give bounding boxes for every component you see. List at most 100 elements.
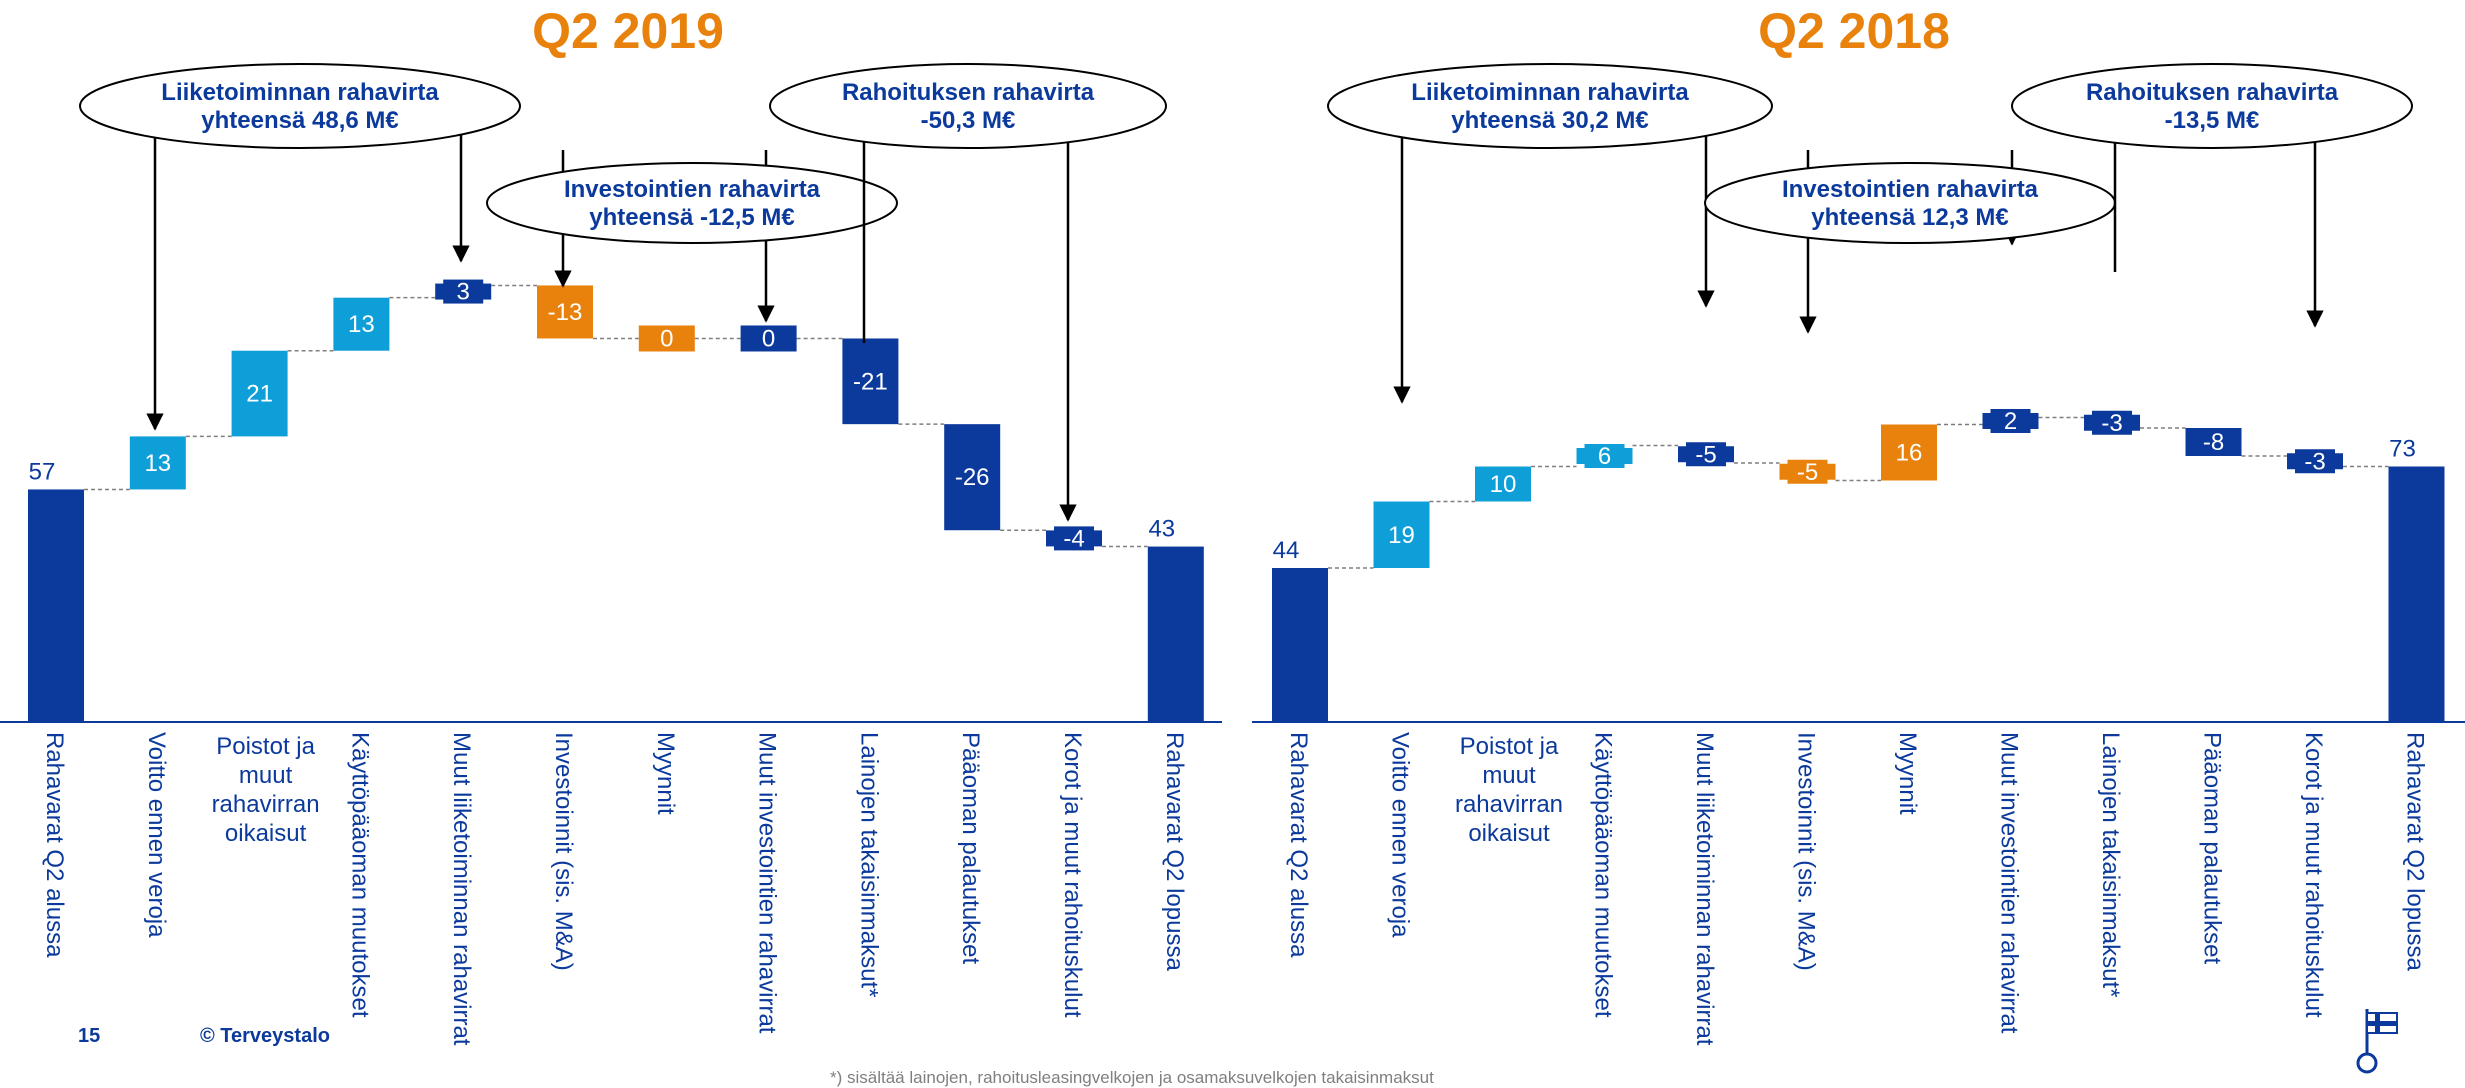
chart-title: Q2 2018 [1758, 3, 1950, 59]
callout-value: -50,3 M€ [921, 107, 1016, 134]
callout-title: Rahoituksen rahavirta [2086, 79, 2339, 106]
category-label: rahavirran [1455, 791, 1563, 818]
waterfall-bar-cap [1054, 526, 1094, 551]
data-label: 21 [246, 381, 273, 408]
category-label: Käyttöpääoman muutokset [346, 732, 373, 1018]
data-label: 16 [1896, 440, 1923, 467]
waterfall-bar [537, 285, 593, 339]
category-label: Lainojen takaisinmaksut* [2097, 732, 2124, 998]
waterfall-bar [2185, 428, 2242, 456]
waterfall-bar [2388, 466, 2445, 722]
callout-value: yhteensä 48,6 M€ [201, 107, 398, 134]
callout-title: Investointien rahavirta [564, 176, 821, 203]
category-label: Myynnit [652, 732, 679, 815]
category-label: Investoinnit (sis. M&A) [1793, 732, 1820, 971]
data-label: 44 [1273, 537, 1300, 564]
callout-ellipse [1327, 63, 1773, 149]
callout-title: Liiketoiminnan rahavirta [1411, 79, 1689, 106]
data-label: -5 [1695, 441, 1716, 468]
data-label: -13 [548, 299, 583, 326]
callout-ellipse [1704, 162, 2116, 244]
category-label: Korot ja muut rahoituskulut [2300, 732, 2327, 1018]
category-label: Muut liiketoiminnan rahavirrat [448, 732, 475, 1046]
data-label: 73 [2389, 436, 2416, 463]
page-number: 15 [78, 1025, 101, 1047]
waterfall-bar-cap [2092, 410, 2132, 435]
callout-ellipse [769, 63, 1167, 149]
callout-title: Liiketoiminnan rahavirta [161, 79, 439, 106]
category-label: Rahavarat Q2 alussa [41, 732, 68, 958]
category-label: oikaisut [1468, 820, 1550, 847]
waterfall-bar-cap [1686, 442, 1726, 467]
category-label: Muut investointien rahavirrat [1996, 732, 2023, 1034]
data-label: 0 [762, 325, 775, 352]
waterfall-bar-cap [2295, 449, 2335, 474]
category-label: muut [1482, 762, 1536, 789]
data-label: 10 [1490, 471, 1517, 498]
category-label: Voitto ennen veroja [143, 732, 170, 938]
finnish-flag-key-icon [2356, 1009, 2398, 1074]
callout-value: yhteensä -12,5 M€ [589, 204, 794, 231]
waterfall-bar [1272, 568, 1328, 722]
data-label: 13 [144, 450, 171, 477]
data-label: -4 [1063, 525, 1084, 552]
waterfall-bar [944, 424, 1001, 531]
data-label: -8 [2203, 429, 2224, 456]
category-label: Myynnit [1894, 732, 1921, 815]
waterfall-bar [638, 325, 695, 352]
callout-value: yhteensä 12,3 M€ [1811, 204, 2008, 231]
callout-title: Investointien rahavirta [1782, 176, 2039, 203]
waterfall-bar-cap [1787, 459, 1828, 484]
category-label: oikaisut [225, 820, 307, 847]
data-label: 43 [1148, 516, 1175, 543]
category-label: rahavirran [212, 791, 320, 818]
callout-value: -13,5 M€ [2165, 107, 2260, 134]
data-label: -21 [853, 368, 888, 395]
data-label: -3 [2304, 448, 2325, 475]
data-label: 0 [660, 325, 673, 352]
category-label: Voitto ennen veroja [1387, 732, 1414, 938]
waterfall-bar [740, 325, 797, 352]
callout-ellipse [79, 63, 521, 149]
waterfall-bar-cap [1584, 444, 1625, 468]
category-label: Korot ja muut rahoituskulut [1059, 732, 1086, 1018]
category-label: Muut investointien rahavirrat [754, 732, 781, 1034]
category-label: Poistot ja [216, 733, 315, 760]
category-label: Investoinnit (sis. M&A) [550, 732, 577, 971]
callout-value: yhteensä 30,2 M€ [1451, 107, 1648, 134]
category-label: Rahavarat Q2 lopussa [2402, 732, 2429, 971]
data-label: 3 [457, 279, 470, 306]
category-label: Pääoman palautukset [957, 732, 984, 964]
waterfall-bar-cap [1990, 409, 2031, 433]
data-label: 6 [1598, 443, 1611, 470]
category-label: Rahavarat Q2 alussa [1285, 732, 1312, 958]
waterfall-bar [842, 338, 899, 425]
category-label: Rahavarat Q2 lopussa [1161, 732, 1188, 971]
data-label: 13 [348, 311, 375, 338]
waterfall-bar [333, 297, 390, 351]
footnote: *) sisältää lainojen, rahoitusleasingvel… [830, 1068, 1434, 1087]
waterfall-bar [1475, 466, 1531, 502]
data-label: 2 [2004, 408, 2017, 435]
chart-title: Q2 2019 [532, 3, 724, 59]
data-label: 19 [1388, 522, 1415, 549]
waterfall-bar [231, 350, 288, 437]
category-label: Poistot ja [1460, 733, 1559, 760]
waterfall-bar [1147, 546, 1204, 722]
category-label: Muut liiketoiminnan rahavirrat [1691, 732, 1718, 1046]
waterfall-bar [28, 489, 84, 722]
data-label: -3 [2101, 410, 2122, 437]
callout-ellipse [486, 162, 898, 244]
waterfall-bar [1373, 501, 1430, 568]
data-label: -26 [955, 464, 990, 491]
waterfall-chart-q2-2019: Q2 2019 57 13 21 13 3 -13 0 0 -21 -26 -4 43 Rahavarat… [0, 3, 1222, 1046]
waterfall-chart-q2-2018: Q2 2018 44 19 10 6 -5 -5 16 2 -3 -8 -3 73 Rahavarat Q… [1252, 3, 2465, 1046]
category-label: muut [239, 762, 293, 789]
data-label: -5 [1797, 459, 1818, 486]
waterfall-bar [129, 436, 186, 490]
data-label: 57 [29, 458, 56, 485]
waterfall-bar-cap [443, 279, 484, 304]
callout-ellipse [2011, 63, 2413, 149]
category-label: Lainojen takaisinmaksut* [855, 732, 882, 998]
